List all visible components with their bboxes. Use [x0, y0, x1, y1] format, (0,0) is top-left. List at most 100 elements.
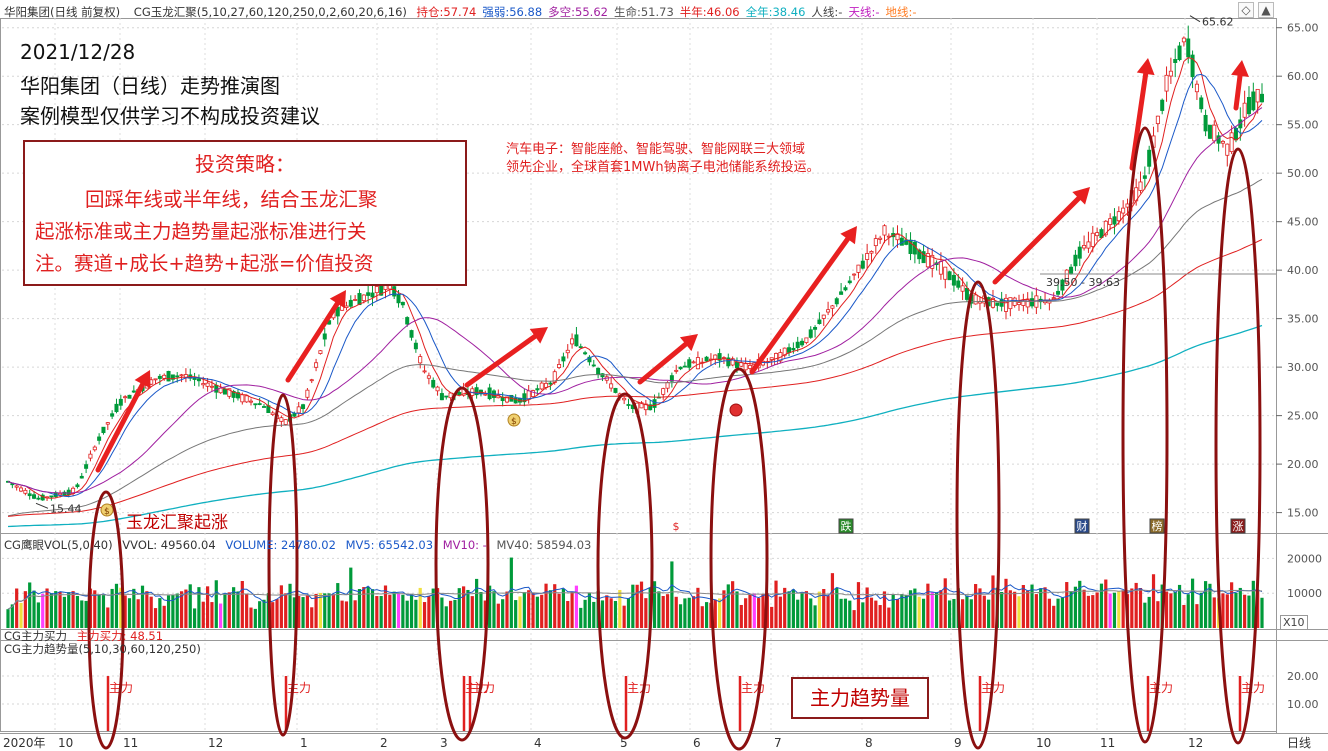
volume-bar	[731, 581, 735, 628]
volume-bar	[110, 588, 114, 628]
candle	[318, 350, 323, 355]
candle-body	[817, 319, 822, 324]
x-axis-month-label: 2	[380, 736, 388, 750]
stock-title[interactable]: 华阳集团(日线 前复权)	[4, 5, 121, 19]
candle-body	[19, 487, 24, 492]
volume-bar	[969, 599, 973, 628]
up-arrow-icon[interactable]: ▲	[1258, 2, 1274, 18]
candle-body	[522, 393, 527, 403]
volume-bar	[1117, 591, 1121, 628]
volume-bar	[809, 598, 813, 628]
volume-bar	[570, 591, 574, 628]
candle-body	[483, 393, 488, 396]
y-tick-label: 50.00	[1287, 167, 1319, 180]
x-axis-month-label: 12	[208, 736, 223, 750]
volume-bar	[978, 588, 982, 628]
candle-body	[869, 250, 874, 254]
title-annotation: 华阳集团（日线）走势推演图	[20, 74, 280, 98]
candle-body	[830, 305, 835, 309]
volume-bar	[592, 601, 596, 628]
candle-body	[357, 293, 362, 306]
arrow-shaft	[1129, 71, 1149, 171]
candle-body	[1147, 149, 1152, 167]
volume-bar	[778, 596, 782, 628]
header-value-2: 多空:55.62	[548, 5, 608, 19]
candle	[283, 419, 288, 426]
volume-bar	[974, 584, 978, 628]
volume-bar	[613, 600, 618, 628]
candle-body	[49, 495, 54, 498]
candle-body	[10, 483, 15, 486]
volume-bar	[1104, 579, 1108, 628]
x-axis-month-label: 8	[865, 736, 873, 750]
arrow-head	[1072, 187, 1090, 205]
candle	[1077, 241, 1082, 266]
header-value-label: 全年:	[745, 5, 773, 19]
vvol-value: VVOL: 49560.04	[122, 538, 216, 552]
candle	[301, 403, 306, 414]
candle	[1103, 220, 1108, 238]
candle-body	[578, 346, 583, 349]
candle	[639, 401, 644, 409]
trend-name[interactable]: CG主力趋势量(5,10,30,60,120,250)	[4, 642, 201, 656]
volume-bar	[761, 594, 765, 628]
volume-bar	[158, 598, 162, 628]
candle-body	[800, 340, 805, 346]
volume-bar	[448, 600, 453, 628]
candle	[1060, 278, 1065, 296]
volume-bar	[249, 607, 253, 628]
volume-bar	[826, 595, 830, 628]
volume-bar	[553, 584, 557, 628]
volume-bar	[635, 584, 639, 628]
candle	[1116, 206, 1121, 225]
x-axis-month-label: 12	[1188, 736, 1203, 750]
candle-body	[105, 422, 110, 425]
volume-bar	[409, 594, 414, 628]
candle	[188, 368, 193, 382]
candle-body	[1121, 207, 1126, 214]
mid-name[interactable]: CG主力买力	[4, 629, 67, 643]
volume-bar	[462, 586, 466, 628]
trend-spike-label: 主力	[627, 681, 651, 695]
volume-bar	[514, 600, 518, 628]
low-label: 15.44	[50, 502, 82, 515]
candle	[943, 266, 948, 289]
arrow-shaft	[637, 341, 689, 385]
header-value-label: 天线:	[848, 5, 876, 19]
candle-body	[1125, 203, 1130, 208]
vol-name[interactable]: CG鹰眼VOL(5,0,40)	[4, 538, 113, 552]
candle	[101, 426, 106, 435]
candle-body	[747, 365, 752, 369]
money-bag-symbol: $	[511, 417, 517, 427]
candle	[1164, 66, 1169, 102]
volume-bar	[336, 583, 340, 628]
candle-body	[730, 358, 735, 366]
y-tick-label: 55.00	[1287, 119, 1319, 132]
settings-icon[interactable]: ◇	[1238, 2, 1254, 18]
candle-body	[804, 337, 809, 343]
volume-bar	[323, 593, 327, 628]
candle-body	[643, 403, 648, 411]
candle-body	[240, 394, 245, 403]
candle	[105, 422, 110, 430]
volume-bar	[735, 591, 739, 628]
company-note-2: 领先企业，全球首套1MWh钠离子电池储能系统投运。	[506, 160, 820, 175]
volume-bar	[1039, 588, 1043, 628]
candle	[800, 338, 805, 347]
indicator-name[interactable]: CG玉龙汇聚(5,10,27,60,120,250,0,2,60,20,6,16…	[133, 5, 407, 19]
candle	[934, 260, 939, 271]
volume-bar	[540, 594, 544, 628]
candle	[626, 398, 631, 410]
candle-body	[205, 382, 210, 387]
x10-button[interactable]: X10	[1280, 615, 1308, 630]
candle-body	[943, 266, 948, 280]
candle	[878, 235, 883, 244]
candle	[661, 387, 666, 400]
volume-bar	[987, 599, 991, 628]
candle	[1142, 166, 1147, 190]
volume-bar	[1230, 582, 1234, 628]
candle-body	[305, 389, 310, 398]
candle	[1220, 139, 1225, 148]
volume-bar	[1234, 593, 1238, 628]
